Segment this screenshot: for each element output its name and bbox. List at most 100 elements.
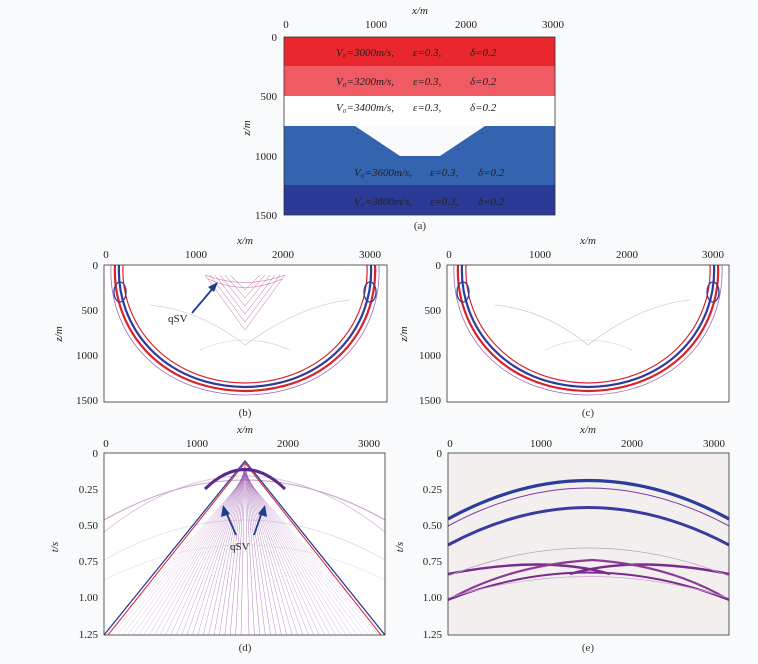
panel-e-x-tick-1: 1000: [530, 438, 553, 450]
panel-b-y-tick-1: 500: [82, 305, 99, 317]
panel-c-y-tick-3: 1500: [419, 395, 442, 407]
panel-a-y-label: z/m: [241, 120, 253, 136]
panel-c-frame: [446, 264, 730, 403]
panel-e-x-label: x/m: [579, 424, 596, 436]
panel-a-x-label: x/m: [411, 5, 428, 17]
fan-arrival: [154, 472, 336, 635]
panel-b-y-tick-0: 0: [93, 260, 99, 272]
panel-b: qSV x/m 0 1000 2000 3000 z/m 0 500 1000 …: [53, 235, 388, 419]
panel-b-wavefield: [110, 265, 380, 396]
panel-c-x-tick-3: 3000: [702, 249, 725, 261]
panel-c-wavefield: [453, 265, 723, 396]
layer-4-velocity: V₀=3600m/s,: [354, 167, 412, 179]
panel-e-x-tick-3: 3000: [703, 438, 726, 450]
panel-a-x-tick-3: 3000: [542, 19, 565, 31]
panel-d-x-label: x/m: [236, 424, 253, 436]
layer-5-velocity: V₀=3800m/s,: [354, 196, 412, 208]
fan-arrival: [138, 473, 352, 635]
layer-3-velocity: V₀=3400m/s,: [336, 102, 394, 114]
panel-b-caption: (b): [239, 407, 252, 419]
panel-e-y-tick-3: 0.75: [423, 556, 443, 568]
layer-1: [284, 37, 555, 66]
panel-a: V₀=3000m/s, ε=0.3, δ=0.2 V₀=3200m/s, ε=0…: [241, 5, 565, 232]
panel-d-frame: [103, 452, 386, 636]
panel-d-x-tick-2: 2000: [277, 438, 300, 450]
panel-c: x/m 0 1000 2000 3000 z/m 0 500 1000 1500…: [398, 235, 730, 419]
panel-e-gather: [448, 478, 729, 601]
panel-d-x-tick-3: 3000: [358, 438, 381, 450]
fan-arrival: [224, 464, 266, 635]
panel-d: qSV x/m 0 1000 2000 3000 t/s 0 0.25 0.50…: [49, 424, 386, 654]
layer-2-epsilon: ε=0.3,: [413, 76, 442, 88]
fan-arrival: [111, 477, 379, 635]
fan-arrival: [105, 477, 385, 635]
panel-c-x-tick-0: 0: [446, 249, 452, 261]
fan-arrival: [149, 472, 341, 635]
panel-b-frame: [103, 264, 388, 403]
panel-d-y-tick-3: 0.75: [79, 556, 99, 568]
panel-d-gather: [104, 459, 385, 635]
panel-d-y-tick-2: 0.50: [79, 520, 99, 532]
layer-4-delta: δ=0.2: [478, 167, 505, 179]
panel-a-y-tick-3: 1500: [255, 210, 278, 222]
panel-e-frame: [447, 452, 730, 636]
panel-d-qsv-annotation: qSV: [221, 505, 267, 553]
fan-arrival: [229, 464, 261, 635]
layer-5: [284, 185, 555, 215]
panel-d-y-tick-5: 1.25: [79, 629, 99, 641]
fan-arrival: [132, 474, 358, 635]
panel-d-y-label: t/s: [49, 542, 61, 552]
panel-e-y-tick-5: 1.25: [423, 629, 443, 641]
panel-d-y-tick-4: 1.00: [79, 592, 99, 604]
panel-e-y-tick-0: 0: [437, 448, 443, 460]
panel-c-x-tick-1: 1000: [529, 249, 552, 261]
panel-a-x-tick-2: 2000: [455, 19, 478, 31]
panel-e-x-tick-2: 2000: [621, 438, 644, 450]
panel-b-y-label: z/m: [53, 326, 65, 342]
panel-c-y-tick-0: 0: [436, 260, 442, 272]
panel-a-frame: [283, 36, 556, 216]
fan-arrival: [208, 466, 282, 635]
fan-arrival: [127, 475, 363, 635]
panel-a-x-tick-0: 0: [283, 19, 289, 31]
panel-e-y-tick-1: 0.25: [423, 484, 443, 496]
panel-b-x-tick-3: 3000: [359, 249, 382, 261]
layer-1-epsilon: ε=0.3,: [413, 47, 442, 59]
panel-d-qsv-label: qSV: [230, 541, 250, 553]
panel-c-x-label: x/m: [579, 235, 596, 247]
panel-b-qsv-label: qSV: [168, 313, 188, 325]
panel-e-y-tick-2: 0.50: [423, 520, 443, 532]
fan-arrival: [213, 465, 277, 635]
layer-2-velocity: V₀=3200m/s,: [336, 76, 394, 88]
layer-5-delta: δ=0.2: [478, 196, 505, 208]
fan-arrival: [159, 471, 331, 635]
panel-d-x-tick-1: 1000: [186, 438, 209, 450]
panel-b-x-tick-1: 1000: [185, 249, 208, 261]
panel-e-y-tick-4: 1.00: [423, 592, 443, 604]
fan-arrival: [122, 475, 368, 635]
panel-c-y-tick-2: 1000: [419, 350, 442, 362]
panel-b-y-tick-2: 1000: [76, 350, 99, 362]
panel-b-x-tick-0: 0: [103, 249, 109, 261]
panel-b-y-tick-3: 1500: [76, 395, 99, 407]
panel-d-x-tick-0: 0: [103, 438, 109, 450]
layer-3: [284, 96, 555, 126]
layer-3-epsilon: ε=0.3,: [413, 102, 442, 114]
panel-d-caption: (d): [239, 642, 252, 654]
fan-arrival: [219, 465, 271, 635]
panel-a-caption: (a): [414, 220, 427, 232]
panel-e-caption: (e): [582, 642, 595, 654]
panel-c-caption: (c): [582, 407, 595, 419]
panel-a-y-tick-1: 500: [261, 91, 278, 103]
fan-arrival: [143, 473, 347, 635]
panel-a-x-tick-1: 1000: [365, 19, 388, 31]
panel-c-y-label: z/m: [398, 326, 410, 342]
panel-e: x/m 0 1000 2000 3000 t/s 0 0.25 0.50 0.7…: [394, 424, 730, 654]
layer-1-delta: δ=0.2: [470, 47, 497, 59]
panel-e-y-label: t/s: [394, 542, 406, 552]
panel-d-y-tick-0: 0: [93, 448, 99, 460]
layer-2-delta: δ=0.2: [470, 76, 497, 88]
panel-c-x-tick-2: 2000: [616, 249, 639, 261]
panel-c-y-tick-1: 500: [425, 305, 442, 317]
